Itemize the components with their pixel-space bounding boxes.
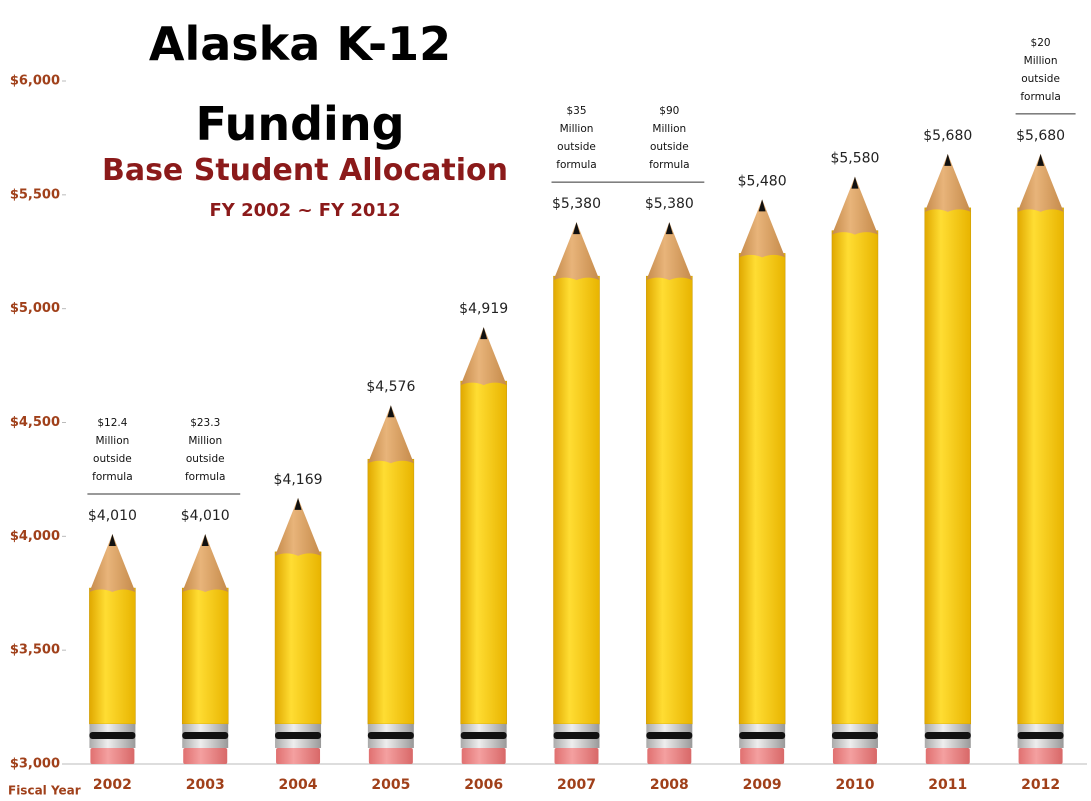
- pencil-body: [89, 588, 135, 724]
- pencil-eraser: [90, 748, 134, 764]
- pencil: [646, 222, 692, 764]
- pencil-ferrule-band: [368, 732, 414, 739]
- pencil: [89, 534, 135, 764]
- pencil: [182, 534, 228, 764]
- pencil-body: [925, 208, 971, 724]
- y-tick-label: $3,500: [10, 643, 60, 658]
- pencil-lead: [480, 327, 487, 339]
- pencil-lead: [295, 498, 302, 510]
- pencil-body: [646, 276, 692, 724]
- value-label: $4,576: [366, 379, 415, 395]
- x-tick-label: 2005: [371, 777, 410, 793]
- pencil-lead: [109, 534, 116, 546]
- value-label: $5,380: [552, 196, 601, 212]
- pencil-body: [368, 459, 414, 724]
- pencil: [275, 498, 321, 764]
- pencil-eraser: [555, 748, 599, 764]
- pencil-ferrule-band: [832, 732, 878, 739]
- x-tick-label: 2009: [743, 777, 782, 793]
- pencil-lead: [851, 177, 858, 189]
- pencil: [554, 222, 600, 764]
- x-tick-label: 2006: [464, 777, 503, 793]
- pencil-body: [554, 276, 600, 724]
- y-tick-label: $6,000: [10, 74, 60, 89]
- chart-title: Alaska K-12 Funding: [120, 4, 480, 164]
- pencil-body: [275, 552, 321, 724]
- pencil-ferrule-band: [554, 732, 600, 739]
- pencil: [832, 177, 878, 764]
- pencil-lead: [202, 534, 209, 546]
- pencil-ferrule-band: [1018, 732, 1064, 739]
- pencil-lead: [944, 154, 951, 166]
- note: $12.4 Million outside formula: [72, 414, 152, 486]
- x-tick-label: 2011: [928, 777, 967, 793]
- value-label: $4,010: [181, 508, 230, 524]
- pencil-ferrule-band: [182, 732, 228, 739]
- value-label: $4,919: [459, 301, 508, 317]
- pencil-eraser: [647, 748, 691, 764]
- pencil-eraser: [369, 748, 413, 764]
- pencil-ferrule-band: [646, 732, 692, 739]
- pencil-lead: [759, 199, 766, 211]
- note: $23.3 Million outside formula: [165, 414, 245, 486]
- y-tick-label: $5,000: [10, 301, 60, 316]
- pencil-lead: [387, 405, 394, 417]
- x-tick-label: 2012: [1021, 777, 1060, 793]
- chart-period: FY 2002 ~ FY 2012: [60, 200, 550, 221]
- chart-subtitle: Base Student Allocation: [60, 153, 550, 188]
- pencil-ferrule-band: [925, 732, 971, 739]
- value-label: $5,680: [1016, 128, 1065, 144]
- pencil-body: [832, 231, 878, 724]
- pencil: [739, 199, 785, 764]
- value-label: $4,169: [274, 472, 323, 488]
- pencil-eraser: [462, 748, 506, 764]
- pencil-ferrule-band: [89, 732, 135, 739]
- pencil-ferrule-band: [461, 732, 507, 739]
- value-label: $5,580: [830, 151, 879, 167]
- pencil-ferrule-band: [739, 732, 785, 739]
- x-tick-label: 2008: [650, 777, 689, 793]
- pencil-body: [461, 381, 507, 724]
- y-tick-label: $4,000: [10, 529, 60, 544]
- y-tick-label: $3,000: [10, 757, 60, 772]
- x-axis-label: Fiscal Year: [8, 784, 81, 798]
- value-label: $5,480: [738, 173, 787, 189]
- note: $20 Million outside formula: [1001, 34, 1081, 106]
- note: $90 Million outside formula: [629, 102, 709, 174]
- y-tick-label: $4,500: [10, 415, 60, 430]
- value-label: $5,380: [645, 196, 694, 212]
- pencil-eraser: [833, 748, 877, 764]
- y-tick-label: $5,500: [10, 187, 60, 202]
- pencil-body: [1018, 208, 1064, 724]
- pencil-eraser: [183, 748, 227, 764]
- x-tick-label: 2002: [93, 777, 132, 793]
- x-tick-label: 2007: [557, 777, 596, 793]
- value-label: $4,010: [88, 508, 137, 524]
- pencil-eraser: [1019, 748, 1063, 764]
- x-tick-label: 2010: [835, 777, 874, 793]
- pencil-body: [739, 253, 785, 724]
- x-tick-label: 2004: [279, 777, 318, 793]
- pencil-lead: [573, 222, 580, 234]
- note: $35 Million outside formula: [537, 102, 617, 174]
- pencil-body: [182, 588, 228, 724]
- pencil: [1018, 154, 1064, 764]
- pencil-eraser: [276, 748, 320, 764]
- pencil-ferrule-band: [275, 732, 321, 739]
- page: Fiscal Year $3,000 $3,500 $4,000 $4,500 $5,0…: [0, 0, 1091, 801]
- pencil-lead: [1037, 154, 1044, 166]
- pencil: [368, 405, 414, 764]
- pencil: [925, 154, 971, 764]
- pencil-eraser: [926, 748, 970, 764]
- x-tick-label: 2003: [186, 777, 225, 793]
- pencil-lead: [666, 222, 673, 234]
- pencil-eraser: [740, 748, 784, 764]
- value-label: $5,680: [923, 128, 972, 144]
- pencil: [461, 327, 507, 764]
